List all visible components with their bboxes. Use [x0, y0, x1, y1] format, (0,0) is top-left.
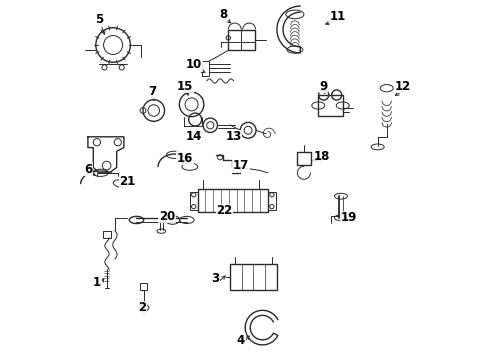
Bar [318, 95, 342, 116]
Text: 18: 18 [313, 150, 329, 163]
Text: 19: 19 [340, 211, 356, 224]
Bar [296, 152, 310, 165]
Bar [228, 30, 255, 50]
Text: 16: 16 [177, 152, 193, 165]
Text: 9: 9 [319, 80, 327, 93]
Text: 21: 21 [119, 175, 135, 188]
Bar [202, 61, 208, 76]
Text: 11: 11 [329, 10, 346, 23]
Text: 7: 7 [148, 85, 157, 98]
Bar [140, 283, 147, 290]
Text: 1: 1 [93, 276, 101, 289]
Bar [103, 231, 110, 238]
Text: 14: 14 [185, 130, 202, 143]
Text: 12: 12 [394, 80, 410, 93]
Text: 15: 15 [177, 80, 193, 93]
Text: 17: 17 [232, 159, 248, 172]
Text: 10: 10 [185, 58, 202, 71]
Text: 8: 8 [218, 8, 226, 21]
Text: 20: 20 [159, 210, 175, 222]
Text: 6: 6 [83, 163, 92, 176]
Bar [189, 192, 197, 210]
Text: 4: 4 [236, 334, 244, 347]
Text: 5: 5 [94, 13, 102, 26]
Bar [267, 192, 275, 210]
Bar [197, 189, 267, 212]
Bar [230, 264, 276, 290]
Text: 2: 2 [138, 301, 145, 314]
Text: 3: 3 [211, 273, 219, 285]
Text: 13: 13 [225, 130, 242, 143]
Text: 22: 22 [216, 204, 232, 217]
